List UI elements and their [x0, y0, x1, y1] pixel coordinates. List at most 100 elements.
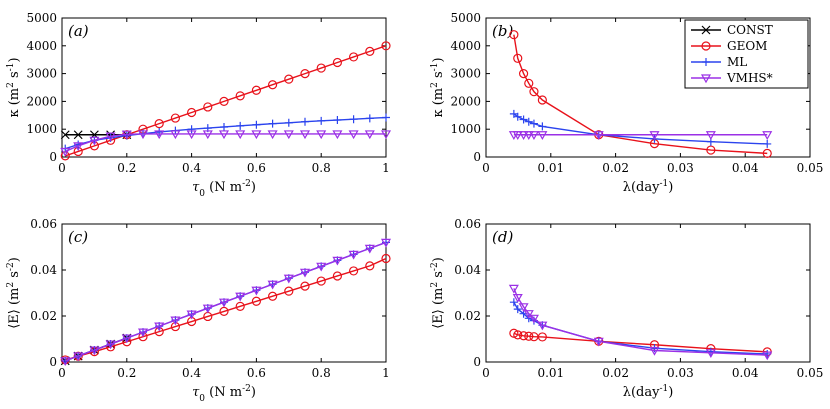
panel-b-ytick-label: 2000 — [450, 94, 481, 108]
panel-b-ytick-label: 4000 — [450, 39, 481, 53]
panel-c-series-geom-line — [65, 257, 387, 361]
panel-a-series-vmhs-point — [332, 130, 343, 140]
panel-d-series-geom-point — [524, 331, 534, 341]
panel-a-series-ml-point — [333, 116, 342, 125]
panel-b-ytick-label: 0 — [473, 150, 481, 164]
panel-c-series-vmhs-point — [267, 280, 278, 290]
panel-a-series-vmhs-point — [73, 142, 84, 152]
panel-a-series-vmhs-point — [170, 130, 181, 140]
panel-d-series-geom-line — [513, 332, 768, 353]
panel-a-series-ml-point — [220, 122, 228, 131]
panel-b-xtick-label: 0.05 — [797, 161, 824, 175]
panel-d-series-vmhs-point — [649, 346, 660, 356]
panel-c-series-geom-point — [251, 296, 261, 306]
panel-b-series-ml-point — [519, 115, 528, 124]
panel-a-series-vmhs-point — [380, 130, 392, 140]
panel-a-series-vmhs-point — [121, 130, 132, 140]
panel-a-series-geom-line — [65, 45, 387, 157]
panel-c-series-vmhs-point — [137, 328, 149, 338]
panel-c-series-vmhs-point — [89, 346, 100, 356]
panel-a-series-ml-point — [155, 127, 164, 136]
panel-a-series-vmhs-point — [202, 130, 213, 140]
panel-d-series-vmhs-point — [518, 303, 529, 313]
panel-b-series-geom-point — [513, 53, 523, 63]
panel-c-ytick-label: 0.04 — [30, 263, 57, 277]
panel-c-series-geom-point — [284, 286, 294, 296]
panel-b-series-geom — [509, 30, 772, 158]
panel-a: 0 0.2 0.4 0.6 0.8 1 0 1000 2000 3000 4000 5000 τ0 (N… — [6, 11, 392, 199]
panel-a-series-vmhs-point — [218, 130, 230, 140]
panel-c-series-vmhs-point — [105, 340, 116, 350]
legend-entry-ml: ML — [691, 55, 747, 69]
panel-c-ytick-label: 0.06 — [30, 217, 57, 231]
panel-d-ytick-label: 0.06 — [454, 217, 481, 231]
panel-a-ytick-label: 0 — [49, 150, 57, 164]
panel-a-xtick-label: 0.2 — [117, 161, 136, 175]
panel-a-series-vmhs-point — [186, 130, 197, 140]
panel-d-series-ml-point — [509, 298, 518, 307]
panel-b-series-vmhs-point — [593, 131, 604, 140]
panel-d-series-vmhs-point — [508, 284, 519, 294]
panel-b-series-vmhs — [508, 131, 773, 140]
panel-a-series-vmhs-point — [267, 130, 278, 140]
panel-a-series-geom-point — [235, 91, 245, 101]
panel-d-series-geom-point — [518, 331, 529, 341]
panel-c-series-geom-point — [300, 281, 310, 291]
panel-d-xlabel: λ(day-1) — [623, 384, 674, 400]
panel-a-ylabel: κ (m2 s-1) — [6, 57, 22, 117]
legend-label: GEOM — [727, 39, 767, 53]
panel-a-series-vmhs-point — [283, 130, 294, 140]
legend-entry-geom: GEOM — [691, 39, 767, 53]
panel-d-ylabel: ⟨E⟩ (m2 s-2) — [430, 257, 446, 329]
panel-d-xtick-label: 0.03 — [667, 366, 694, 380]
panel-a-series-geom-point — [284, 74, 294, 84]
panel-a-series-vmhs-point — [251, 130, 262, 140]
panel-b-series-vmhs-point — [523, 131, 534, 140]
panel-b-xtick-label: 0.03 — [667, 161, 694, 175]
panel-d-xtick-label: 0.01 — [537, 366, 564, 380]
panel-c-series-vmhs-point — [154, 322, 165, 332]
panel-d: 0 0.01 0.02 0.03 0.04 0.05 0 0.02 0.04 0.06 λ(day-… — [430, 217, 823, 400]
panel-a-series-vmhs-point — [348, 130, 359, 140]
panel-c-series-vmhs-line — [64, 241, 387, 362]
panel-c-series-geom-point — [349, 266, 359, 276]
panel-c-series-vmhs-point — [283, 274, 294, 284]
panel-b-series-vmhs-point — [537, 131, 548, 140]
panel-c-ylabel: ⟨E⟩ (m2 s-2) — [6, 257, 22, 329]
panel-d-axes-box — [485, 223, 811, 363]
panel-b-xtick-label: 0.02 — [602, 161, 629, 175]
panel-b-series-geom-point — [524, 78, 534, 88]
panel-b-series-vmhs-point — [512, 131, 523, 140]
legend-marker — [701, 25, 711, 35]
legend-label: VMHS* — [726, 71, 773, 85]
panel-d-series-vmhs — [508, 284, 773, 361]
panel-a-series-vmhs-point — [364, 130, 375, 140]
panel-b-series-geom-point — [762, 148, 772, 158]
panel-b-xtick-label: 0.04 — [732, 161, 759, 175]
panel-a-xtick-label: 0 — [58, 161, 66, 175]
panel-b-ytick-label: 1000 — [450, 122, 481, 136]
panel-d-series-vmhs-point — [537, 321, 548, 331]
panel-a-ytick-label: 1000 — [26, 122, 57, 136]
panel-a-series-ml-point — [284, 118, 293, 127]
panel-a-series-vmhs-point — [299, 130, 311, 140]
panel-b-series-ml-line — [513, 113, 768, 145]
panel-b-series-geom-point — [509, 30, 519, 40]
panel-c-series-vmhs-point — [251, 286, 262, 296]
panel-b-series-ml-point — [538, 122, 547, 131]
legend-entry-const: CONST — [691, 23, 773, 37]
panel-d-tag: (d) — [492, 228, 513, 246]
panel-a-series-ml-point — [187, 125, 196, 134]
panel-a-series-ml-point — [365, 114, 374, 123]
panel-a-series-vmhs-point — [137, 130, 149, 140]
panel-b-ylabel: κ (m2 s-1) — [430, 57, 446, 117]
panel-a-series-geom-point — [349, 52, 359, 62]
panel-c-xtick-label: 0 — [58, 366, 66, 380]
panel-c-series-vmhs-point — [121, 334, 132, 344]
panel-c-series-vmhs-point — [364, 244, 375, 254]
panel-c-series-vmhs-point — [170, 316, 181, 326]
panel-d-ytick-label: 0.02 — [454, 309, 481, 323]
panel-a-series-ml-point — [252, 120, 261, 129]
panel-a-series-geom-point — [219, 96, 229, 107]
